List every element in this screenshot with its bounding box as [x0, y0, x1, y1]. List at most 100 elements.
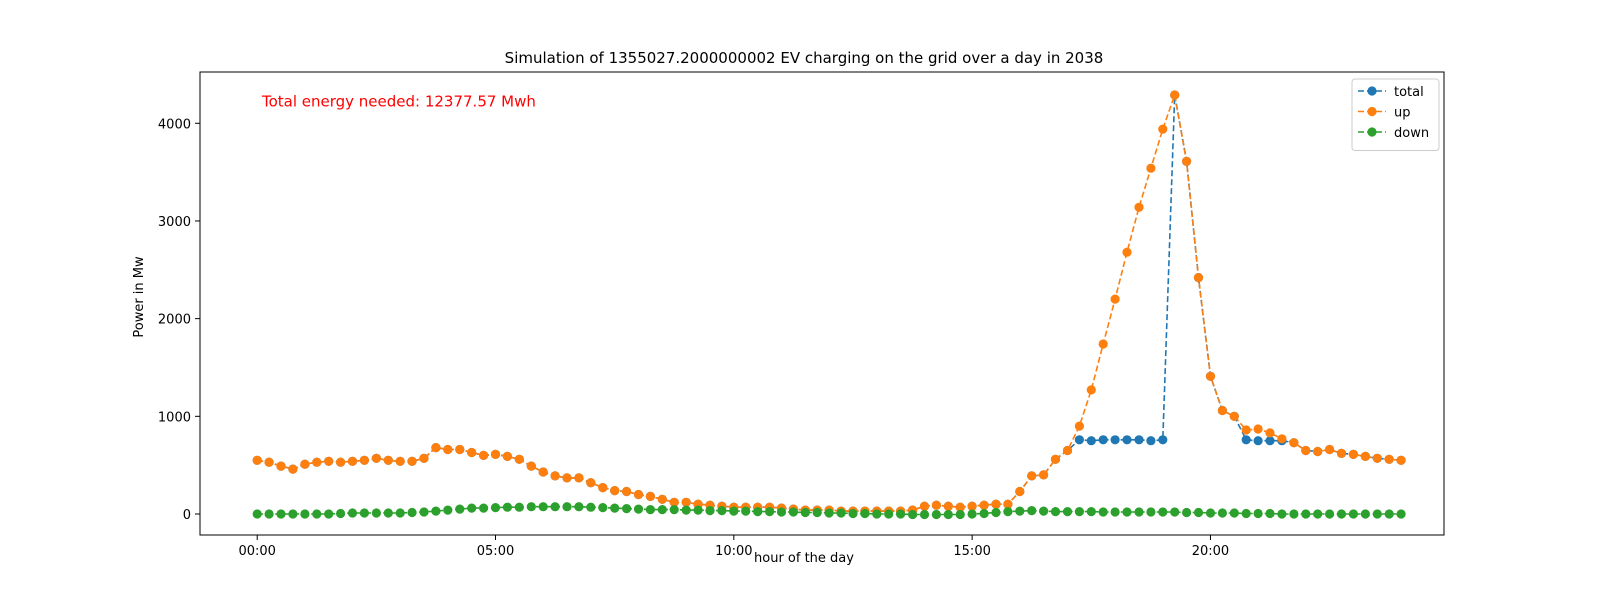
legend-item-total: total — [1358, 85, 1424, 100]
data-point-down — [514, 502, 524, 512]
data-point-up — [276, 461, 286, 471]
x-tick-label: 20:00 — [1192, 544, 1229, 559]
legend-swatch-marker — [1367, 86, 1377, 96]
data-point-up — [681, 497, 691, 507]
data-point-up — [586, 478, 596, 488]
data-point-up — [1325, 444, 1335, 455]
data-point-down — [586, 502, 596, 512]
data-point-down — [1205, 508, 1216, 518]
data-point-down — [359, 508, 369, 518]
data-point-up — [526, 461, 536, 471]
data-point-down — [562, 502, 572, 512]
data-point-down — [991, 507, 1001, 518]
data-point-up — [979, 500, 989, 510]
data-point-up — [1348, 449, 1358, 459]
data-point-total — [1265, 436, 1275, 446]
data-point-down — [931, 509, 942, 520]
data-point-down — [1110, 507, 1120, 517]
x-tick-label: 15:00 — [953, 544, 990, 559]
data-point-up — [633, 489, 644, 500]
data-point-down — [967, 509, 977, 519]
data-point-down — [1229, 508, 1239, 518]
data-point-up — [1039, 470, 1049, 480]
data-point-down — [1336, 509, 1347, 519]
data-point-down — [443, 505, 453, 515]
data-point-down — [371, 508, 381, 518]
data-point-down — [1098, 507, 1108, 517]
data-point-down — [479, 503, 489, 513]
data-point-down — [622, 504, 632, 514]
data-point-up — [1182, 156, 1192, 166]
x-tick-label: 10:00 — [715, 544, 752, 559]
data-point-down — [1325, 509, 1335, 519]
data-point-down — [908, 509, 918, 520]
data-point-down — [336, 508, 346, 519]
data-point-up — [407, 456, 417, 466]
data-point-down — [1301, 509, 1311, 519]
data-point-up — [1086, 385, 1096, 395]
data-point-down — [1372, 509, 1382, 519]
data-point-up — [1170, 90, 1180, 100]
data-point-down — [800, 507, 810, 518]
data-point-up — [550, 471, 560, 481]
data-point-up — [1396, 455, 1406, 465]
data-point-up — [1158, 124, 1168, 134]
data-point-up — [1253, 424, 1263, 434]
data-point-down — [1217, 508, 1227, 518]
data-point-down — [860, 508, 870, 519]
data-point-down — [729, 506, 739, 516]
data-point-up — [419, 453, 429, 463]
data-point-up — [336, 457, 346, 467]
data-point-down — [610, 503, 620, 513]
data-point-up — [312, 457, 322, 467]
data-point-down — [1360, 509, 1370, 519]
data-point-down — [633, 504, 644, 514]
data-point-up — [514, 454, 524, 464]
data-point-down — [1074, 507, 1084, 517]
data-point-up — [955, 502, 965, 512]
data-point-up — [1074, 421, 1084, 431]
data-point-up — [1027, 471, 1037, 481]
data-point-down — [943, 509, 953, 520]
data-point-down — [550, 502, 560, 512]
data-point-down — [1086, 507, 1096, 517]
data-point-up — [1241, 425, 1251, 435]
data-point-down — [1277, 509, 1287, 519]
legend-item-up: up — [1358, 106, 1411, 121]
data-point-down — [765, 507, 775, 517]
data-point-down — [1265, 508, 1275, 519]
data-point-up — [669, 497, 679, 507]
data-point-down — [490, 503, 501, 513]
data-point-total — [1158, 435, 1168, 445]
data-point-up — [1384, 454, 1394, 464]
data-point-total — [1098, 435, 1108, 445]
data-point-down — [347, 508, 358, 518]
data-point-up — [919, 501, 930, 511]
data-point-up — [395, 456, 405, 466]
data-point-up — [431, 443, 441, 453]
data-point-down — [395, 508, 405, 518]
data-point-down — [264, 509, 274, 519]
data-point-up — [1265, 428, 1275, 438]
data-point-up — [1015, 486, 1025, 497]
data-point-down — [1313, 509, 1323, 519]
energy-annotation: Total energy needed: 12377.57 Mwh — [261, 93, 536, 111]
data-point-up — [1229, 411, 1239, 421]
data-point-up — [467, 447, 477, 458]
data-point-up — [502, 451, 512, 461]
data-point-up — [1205, 371, 1216, 381]
data-point-down — [717, 506, 727, 516]
data-point-down — [1289, 509, 1299, 519]
data-point-down — [872, 509, 882, 519]
data-point-total — [1241, 435, 1251, 445]
data-point-up — [1098, 339, 1108, 349]
chart-title: Simulation of 1355027.2000000002 EV char… — [505, 49, 1104, 67]
data-point-up — [645, 491, 656, 501]
data-point-up — [1003, 499, 1013, 509]
data-point-down — [681, 505, 691, 515]
data-point-up — [324, 456, 334, 466]
data-point-up — [1277, 434, 1287, 444]
data-point-up — [1050, 454, 1061, 464]
data-point-total — [1110, 435, 1120, 445]
